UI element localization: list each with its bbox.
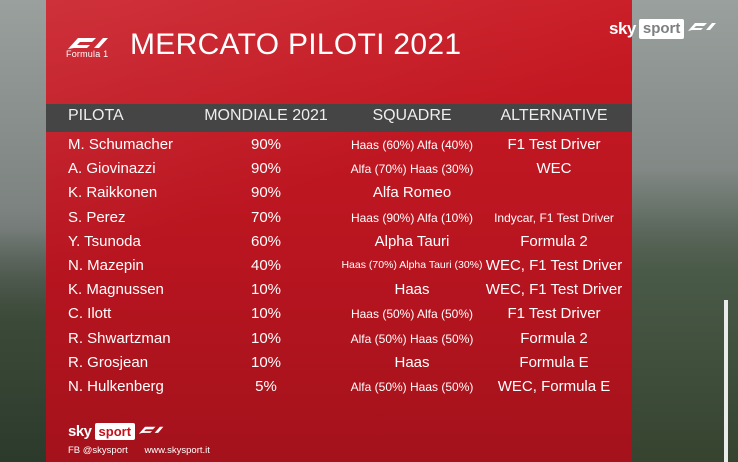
- background-pole: [724, 300, 728, 462]
- cell-squadre: Alfa (50%) Haas (50%): [350, 380, 474, 394]
- header-mondiale: MONDIALE 2021: [204, 107, 328, 124]
- table-header-bar: [46, 104, 632, 132]
- cell-alternative: F1 Test Driver: [507, 136, 601, 153]
- cell-squadre: Haas (50%) Alfa (50%): [350, 307, 474, 322]
- cell-alternative: Formula E: [519, 353, 589, 371]
- red-panel: [46, 0, 632, 462]
- sky-word: sky: [609, 19, 636, 38]
- cell-squadre: Haas (70%) Alpha Tauri (30%): [341, 259, 483, 271]
- cell-squadre: Alfa Romeo: [372, 184, 452, 202]
- cell-mondiale: 60%: [250, 232, 282, 250]
- cell-alternative: F1 Test Driver: [507, 305, 601, 323]
- cell-pilota: M. Schumacher: [68, 136, 174, 153]
- background-trees-right: [632, 170, 738, 462]
- header-pilota: PILOTA: [68, 107, 124, 124]
- sport-word: sport: [638, 19, 685, 39]
- footer-site: www.skysport.it: [144, 445, 210, 456]
- sport-word-bottom: sport: [94, 423, 136, 440]
- cell-mondiale: 10%: [250, 353, 282, 371]
- cell-alternative: WEC, F1 Test Driver: [485, 257, 623, 274]
- cell-pilota: A. Giovinazzi: [68, 160, 156, 178]
- cell-squadre: Alpha Tauri: [374, 232, 450, 250]
- cell-mondiale: 40%: [250, 257, 282, 274]
- cell-alternative: Indycar, F1 Test Driver: [494, 210, 614, 225]
- cell-alternative: WEC, F1 Test Driver: [485, 281, 623, 299]
- cell-pilota: R. Grosjean: [68, 353, 149, 371]
- f1-mark-bottom-icon: [138, 426, 164, 434]
- cell-mondiale: 90%: [250, 184, 282, 202]
- f1-mark-icon: [688, 23, 717, 31]
- cell-squadre: Haas: [394, 281, 430, 299]
- sky-sport-logo: sky sport: [609, 18, 719, 40]
- cell-mondiale: 90%: [250, 160, 282, 178]
- header-alternative: ALTERNATIVE: [500, 107, 608, 124]
- sky-sport-logo-bottom: sky sport: [68, 423, 166, 440]
- f1-caption: Formula 1: [66, 49, 109, 59]
- cell-pilota: N. Mazepin: [68, 257, 144, 274]
- cell-alternative: WEC: [536, 160, 572, 178]
- cell-pilota: R. Shwartzman: [68, 329, 171, 347]
- cell-pilota: N. Hulkenberg: [68, 378, 164, 395]
- cell-alternative: WEC, Formula E: [497, 378, 611, 395]
- cell-alternative: Formula 2: [520, 232, 588, 250]
- cell-squadre: Haas (60%) Alfa (40%): [350, 138, 474, 152]
- footer-social: FB @skysport: [68, 445, 128, 456]
- cell-pilota: Y. Tsunoda: [68, 232, 141, 250]
- cell-mondiale: 90%: [250, 136, 282, 153]
- cell-pilota: K. Raikkonen: [68, 184, 158, 202]
- cell-mondiale: 10%: [250, 281, 282, 299]
- cell-mondiale: 10%: [250, 329, 282, 347]
- footer-text: FB @skysport www.skysport.it: [68, 445, 224, 456]
- sky-word-bottom: sky: [68, 423, 92, 440]
- page-title: MERCATO PILOTI 2021: [130, 28, 462, 61]
- cell-mondiale: 5%: [255, 378, 277, 395]
- cell-mondiale: 70%: [250, 208, 282, 226]
- f1-logo-icon: [68, 38, 108, 49]
- cell-squadre: Alfa (50%) Haas (50%): [350, 331, 474, 346]
- header-squadre: SQUADRE: [372, 107, 452, 124]
- cell-pilota: S. Perez: [68, 208, 126, 226]
- cell-squadre: Alfa (70%) Haas (30%): [350, 162, 474, 177]
- cell-squadre: Haas (90%) Alfa (10%): [350, 210, 474, 225]
- cell-pilota: K. Magnussen: [68, 281, 164, 299]
- cell-alternative: Formula 2: [520, 329, 588, 347]
- cell-squadre: Haas: [394, 353, 430, 371]
- cell-mondiale: 10%: [250, 305, 282, 323]
- cell-pilota: C. Ilott: [68, 305, 112, 323]
